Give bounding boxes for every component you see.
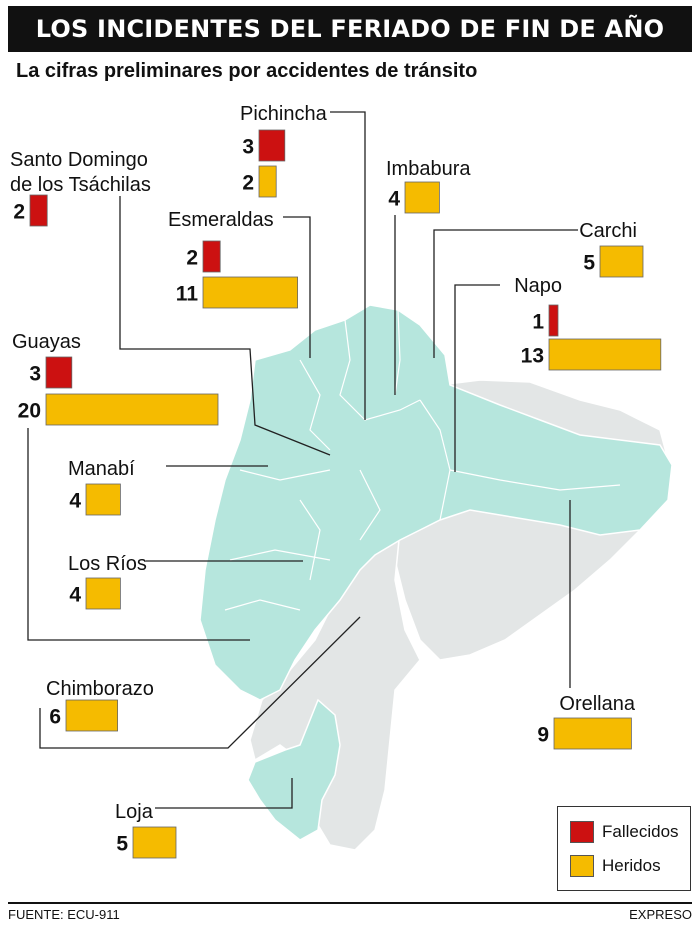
bar-fallecidos-napo-value: 1 [532, 311, 544, 334]
bar-heridos-los-rios [85, 577, 121, 610]
bar-heridos-manabi [85, 483, 121, 516]
bar-fallecidos-guayas [45, 356, 73, 389]
source-note: FUENTE: ECU-911 [8, 907, 120, 922]
province-name-loja: Loja [115, 801, 154, 823]
leader-napo [454, 284, 500, 472]
province-name-napo: Napo [514, 275, 562, 297]
bar-heridos-carchi [599, 245, 644, 278]
bar-fallecidos-santo-domingo-de-los-tsachilas [29, 194, 48, 227]
bar-heridos-orellana-value: 9 [537, 724, 549, 747]
bar-fallecidos-pichincha-value: 3 [242, 136, 254, 159]
leader-loja [155, 778, 293, 809]
leader-carchi [433, 229, 578, 358]
bars-layer [29, 129, 662, 859]
credit-note: EXPRESO [629, 907, 692, 922]
leader-guayas [27, 428, 250, 641]
bar-heridos-napo-value: 13 [521, 345, 544, 368]
province-name-santo-domingo-de-los-tsachilas-line1: Santo Domingo [10, 149, 148, 171]
bar-fallecidos-esmeraldas [202, 240, 221, 273]
bar-fallecidos-napo [548, 304, 559, 337]
bar-heridos-orellana [553, 717, 632, 750]
legend: Fallecidos Heridos [557, 806, 691, 891]
province-name-esmeraldas: Esmeraldas [168, 209, 274, 231]
bar-heridos-imbabura-value: 4 [388, 188, 400, 211]
province-name-los-rios: Los Ríos [68, 553, 147, 575]
legend-item-fallecidos: Fallecidos [570, 821, 679, 843]
bar-heridos-manabi-value: 4 [69, 490, 81, 513]
bar-heridos-loja [132, 826, 177, 859]
bar-heridos-loja-value: 5 [116, 833, 128, 856]
chart-title: LOS INCIDENTES DEL FERIADO DE FIN DE AÑO [35, 15, 665, 43]
province-name-chimborazo: Chimborazo [46, 678, 154, 700]
bar-fallecidos-santo-domingo-de-los-tsachilas-value: 2 [13, 201, 25, 224]
legend-item-heridos: Heridos [570, 855, 661, 877]
leader-pichincha [330, 111, 366, 420]
legend-swatch-heridos [570, 855, 594, 877]
labels-layer: Pichincha 3 2 Santo Domingo de los Tsáchilas… [10, 103, 637, 856]
bar-heridos-chimborazo-value: 6 [49, 706, 61, 729]
map-loja-region [247, 698, 341, 841]
province-name-guayas: Guayas [12, 331, 81, 353]
leader-chimborazo [39, 616, 361, 749]
bar-heridos-guayas [45, 393, 219, 426]
bar-heridos-chimborazo [65, 699, 118, 732]
bar-heridos-los-rios-value: 4 [69, 584, 81, 607]
chart-subtitle: La cifras preliminares por accidentes de… [16, 60, 478, 82]
leader-esmeraldas [283, 216, 311, 358]
leader-lines [27, 111, 578, 809]
footer-divider [8, 902, 692, 904]
bar-heridos-pichincha-value: 2 [242, 172, 254, 195]
province-name-santo-domingo-de-los-tsachilas-line2: de los Tsáchilas [10, 174, 151, 196]
bar-heridos-pichincha [258, 165, 277, 198]
legend-label-fallecidos: Fallecidos [602, 822, 679, 841]
title-bar: LOS INCIDENTES DEL FERIADO DE FIN DE AÑO [8, 6, 692, 52]
province-name-pichincha: Pichincha [240, 103, 328, 125]
legend-swatch-fallecidos [570, 821, 594, 843]
province-name-orellana: Orellana [559, 693, 635, 715]
bar-fallecidos-guayas-value: 3 [29, 363, 41, 386]
legend-label-heridos: Heridos [602, 856, 661, 875]
bar-heridos-napo [548, 338, 662, 371]
bar-heridos-carchi-value: 5 [583, 252, 595, 275]
bar-fallecidos-esmeraldas-value: 2 [186, 247, 198, 270]
ecuador-map [199, 304, 673, 851]
province-name-carchi: Carchi [579, 220, 637, 242]
map-province-borders [224, 309, 621, 611]
province-name-manabi: Manabí [68, 458, 135, 480]
province-name-imbabura: Imbabura [386, 158, 471, 180]
bar-heridos-guayas-value: 20 [18, 400, 41, 423]
bar-heridos-esmeraldas [202, 276, 298, 309]
bar-heridos-esmeraldas-value: 11 [176, 283, 199, 306]
bar-fallecidos-pichincha [258, 129, 286, 162]
leader-santo-domingo-de-los-tsachilas [119, 196, 331, 456]
bar-heridos-imbabura [404, 181, 440, 214]
